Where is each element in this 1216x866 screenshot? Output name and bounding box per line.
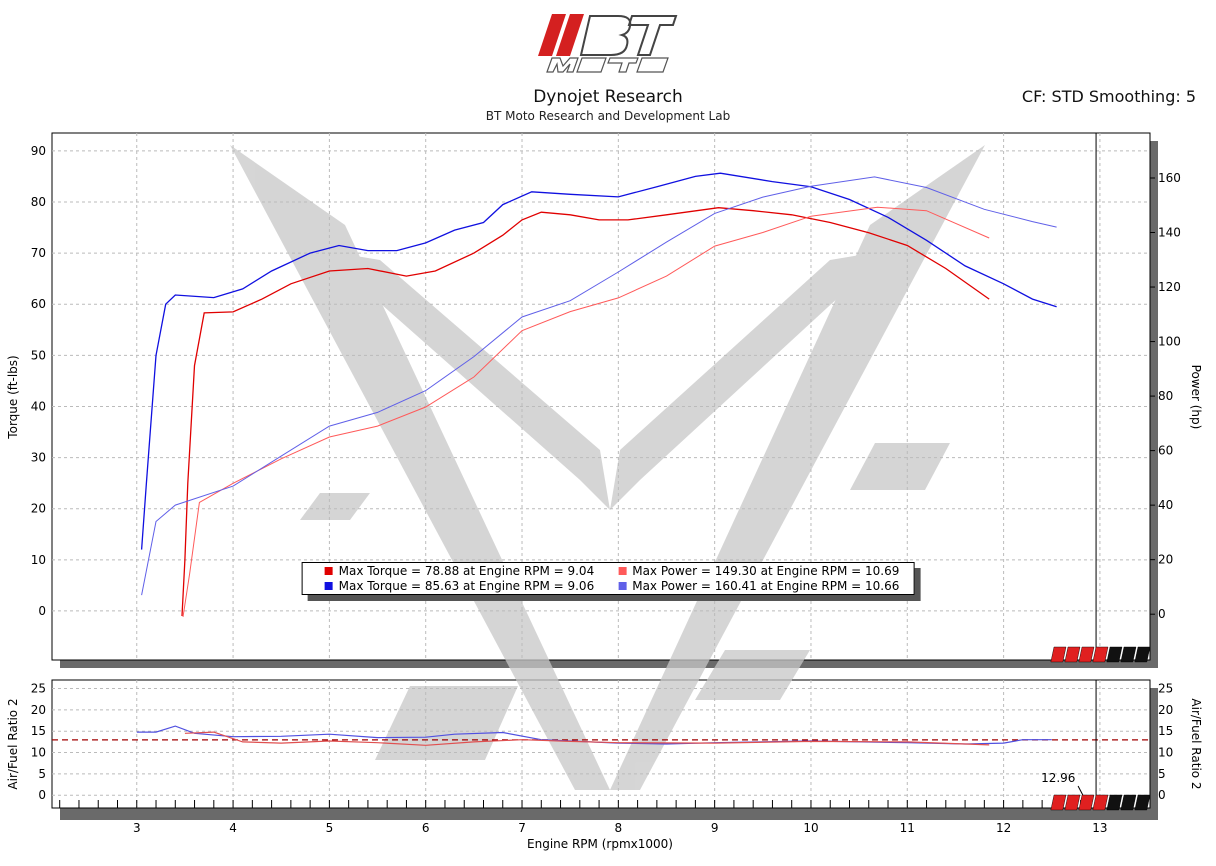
dynojet-logo-block [1134,794,1151,811]
y-tick-label: 50 [31,348,46,362]
legend-label: Max Torque = 78.88 at Engine RPM = 9.04 [338,564,595,578]
dynojet-logo-block [1078,794,1095,811]
chart-subtitle: BT Moto Research and Development Lab [485,109,731,123]
x-tick-label: 11 [900,821,915,835]
y2-axis-label: Power (hp) [1189,365,1203,430]
afr-line-1 [184,731,990,746]
x-tick-label: 12 [996,821,1011,835]
y-tick-label: 40 [31,399,46,413]
afr-tick-label: 10 [31,746,46,760]
afr2-tick-label: 0 [1158,788,1166,802]
legend-item: Max Power = 149.30 at Engine RPM = 10.69 [618,564,899,578]
dynojet-logo-block [1092,794,1109,811]
y2-tick-label: 100 [1158,335,1181,349]
afr-tick-label: 0 [38,788,46,802]
y2-tick-label: 20 [1158,553,1173,567]
afr-tick-label: 20 [31,703,46,717]
torque-line-0 [181,207,990,617]
power-line-3 [141,176,1057,596]
x-tick-label: 8 [615,821,623,835]
x-tick-label: 10 [803,821,818,835]
y-tick-label: 20 [31,502,46,516]
afr-tick-label: 25 [31,682,46,696]
legend-swatch [618,582,627,590]
correction-factor-label: CF: STD Smoothing: 5 [1021,87,1196,106]
afr2-tick-label: 5 [1158,767,1166,781]
afr2-tick-label: 15 [1158,724,1173,738]
power-line-2 [182,206,990,617]
legend-item: Max Torque = 78.88 at Engine RPM = 9.04 [324,564,595,578]
dynojet-logo [1050,794,1151,811]
torque-line-1 [140,172,1057,550]
y-tick-label: 80 [31,195,46,209]
y-axis-label: Torque (ft-lbs) [6,355,20,439]
legend-swatch [324,567,333,575]
y2-tick-label: 120 [1158,280,1181,294]
dynojet-logo-block [1078,646,1095,663]
afr2-tick-label: 25 [1158,682,1173,696]
chart-title: Dynojet Research [533,87,683,107]
x-tick-label: 5 [326,821,334,835]
y-tick-label: 90 [31,144,46,158]
legend-item: Max Power = 160.41 at Engine RPM = 10.66 [618,579,899,593]
x-axis-label: Engine RPM (rpmx1000) [527,837,673,851]
y2-tick-label: 80 [1158,389,1173,403]
y2-tick-label: 0 [1158,607,1166,621]
x-tick-label: 13 [1092,821,1107,835]
dynojet-logo-block [1050,646,1067,663]
y-tick-label: 10 [31,553,46,567]
y2-tick-label: 40 [1158,498,1173,512]
legend-swatch [324,582,333,590]
afr2-axis-label: Air/Fuel Ratio 2 [1189,698,1203,789]
dynojet-logo-block [1064,794,1081,811]
legend-item: Max Torque = 85.63 at Engine RPM = 9.06 [324,579,595,593]
watermark-logo [230,145,985,790]
afr2-tick-label: 10 [1158,746,1173,760]
x-tick-label: 9 [711,821,719,835]
legend: Max Torque = 78.88 at Engine RPM = 9.04 … [301,562,915,595]
x-tick-label: 6 [422,821,430,835]
dynojet-logo-block [1064,646,1081,663]
y-tick-label: 0 [38,604,46,618]
dynojet-logo-block [1120,646,1137,663]
dynojet-logo-block [1134,646,1151,663]
dynojet-logo-block [1106,794,1123,811]
y-tick-label: 30 [31,451,46,465]
dynojet-logo-block [1106,646,1123,663]
x-tick-label: 3 [133,821,141,835]
legend-label: Max Power = 149.30 at Engine RPM = 10.69 [632,564,900,578]
cursor-value-label: 12.96 [1041,771,1075,785]
dynojet-logo-block [1120,794,1137,811]
afr-tick-label: 5 [38,767,46,781]
legend-label: Max Torque = 85.63 at Engine RPM = 9.06 [338,579,595,593]
y2-tick-label: 60 [1158,444,1173,458]
afr-axis-label: Air/Fuel Ratio 2 [6,698,20,789]
afr2-tick-label: 20 [1158,703,1173,717]
x-tick-label: 4 [229,821,237,835]
dynojet-logo-block [1050,794,1067,811]
afr-tick-label: 15 [31,724,46,738]
y2-tick-label: 160 [1158,171,1181,185]
x-tick-label: 7 [518,821,526,835]
legend-label: Max Power = 160.41 at Engine RPM = 10.66 [632,579,900,593]
dynojet-logo-block [1092,646,1109,663]
legend-swatch [618,567,627,575]
y-tick-label: 70 [31,246,46,260]
y2-tick-label: 140 [1158,226,1181,240]
dynojet-logo [1050,646,1151,663]
y-tick-label: 60 [31,297,46,311]
bt-moto-logo [538,14,678,73]
